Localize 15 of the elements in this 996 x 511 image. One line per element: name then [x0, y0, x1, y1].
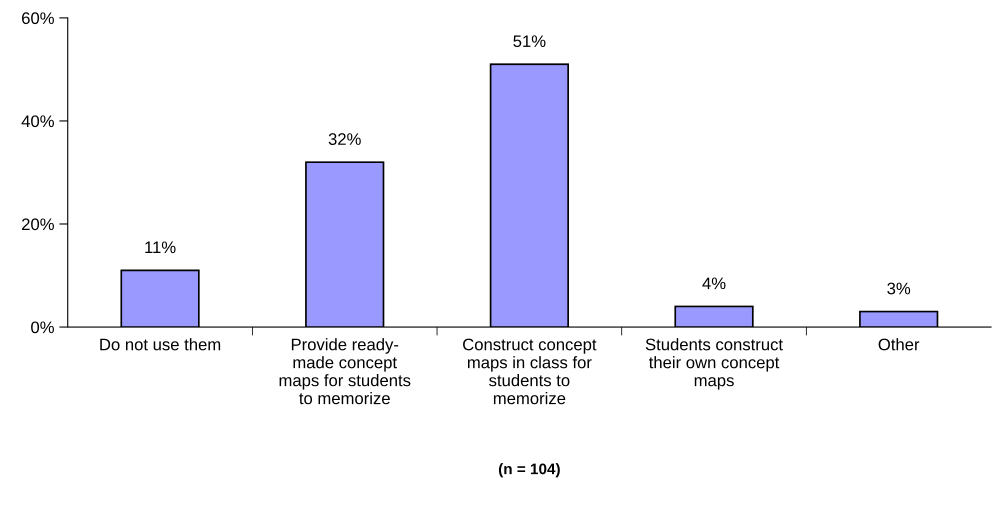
y-tick-label: 0%	[31, 321, 54, 334]
x-tick-label: Construct concept maps in class for students to memorize	[463, 338, 596, 404]
x-tick-label: Do not use them	[100, 338, 220, 350]
y-tick-label: 60%	[22, 12, 54, 24]
x-tick-label: Provide ready- made concept maps for students to memorize	[280, 338, 410, 404]
data-label: 11%	[145, 241, 176, 254]
data-label: 4%	[702, 278, 726, 290]
x-tick-label: Other	[878, 338, 920, 350]
data-label: 3%	[887, 282, 910, 294]
data-label: 32%	[328, 133, 361, 145]
x-tick-label: Students construct their own concept maps	[646, 338, 783, 390]
y-tick-label: 20%	[22, 218, 54, 230]
x-axis-title: (n = 104)	[498, 463, 560, 478]
y-tick-label: 40%	[22, 115, 54, 128]
data-label: 51%	[513, 35, 546, 48]
